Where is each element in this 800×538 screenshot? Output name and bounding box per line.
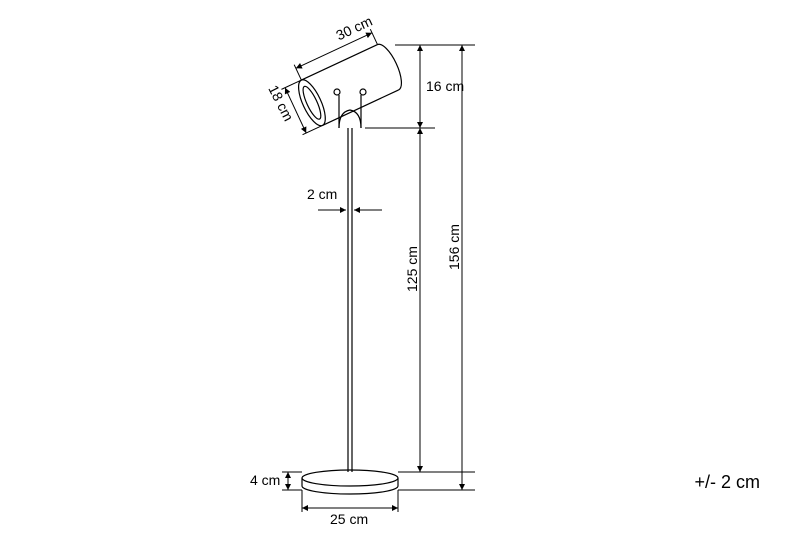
lamp-outline bbox=[293, 41, 407, 494]
dim-base-dia: 25 cm bbox=[330, 511, 368, 527]
dim-base-height: 4 cm bbox=[250, 472, 280, 488]
dim-shade-height: 16 cm bbox=[426, 78, 464, 94]
dim-total-height: 156 cm bbox=[446, 224, 462, 270]
lamp-drawing bbox=[0, 0, 800, 533]
dim-pole-dia: 2 cm bbox=[307, 186, 337, 202]
dimension-lines bbox=[281, 29, 475, 512]
dim-pole-height: 125 cm bbox=[404, 246, 420, 292]
diagram-canvas: 30 cm 18 cm 16 cm 2 cm 125 cm 156 cm 4 c… bbox=[0, 0, 800, 533]
tolerance-note: +/- 2 cm bbox=[694, 472, 760, 493]
